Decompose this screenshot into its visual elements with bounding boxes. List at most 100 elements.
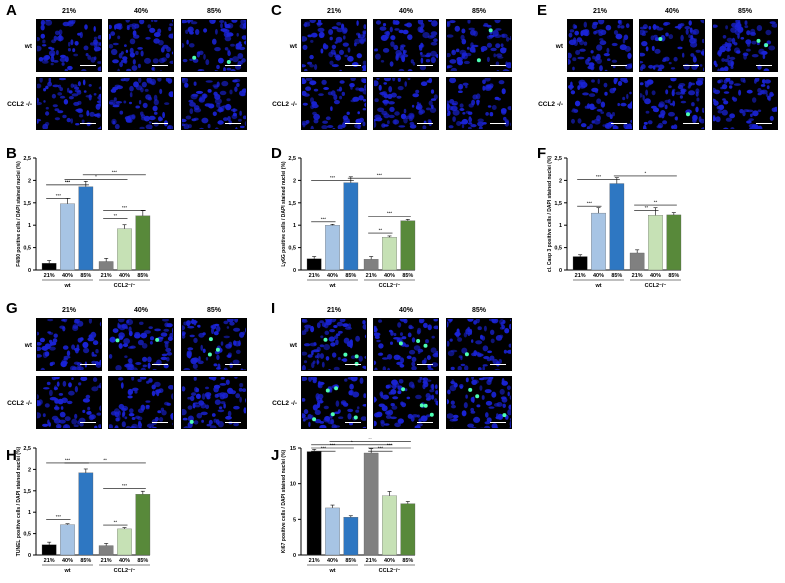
y-tick-label: 2 bbox=[28, 467, 31, 473]
y-tick-label: 10 bbox=[290, 482, 296, 488]
significance-label: *** bbox=[587, 201, 593, 206]
y-tick-label: 2,5 bbox=[23, 156, 31, 162]
micrograph-tile bbox=[567, 77, 633, 130]
y-axis-label: cl. Casp 3 positive cells / DAPI stained… bbox=[547, 156, 553, 272]
y-tick-label: 2 bbox=[28, 178, 31, 184]
bar-chart-f: 0 0,5 1 1,5 2 2,5cl. Casp 3 positive cells / … bbox=[547, 156, 682, 289]
bar bbox=[41, 263, 57, 271]
bar bbox=[117, 528, 132, 556]
x-tick-label: 21% bbox=[309, 558, 320, 564]
micrograph-row-label: wt bbox=[24, 342, 32, 349]
micrograph-column-label: 85% bbox=[737, 8, 752, 15]
x-tick-label: 40% bbox=[327, 273, 338, 279]
x-tick-label: 85% bbox=[345, 558, 356, 564]
scale-bar bbox=[756, 65, 772, 66]
bar bbox=[609, 183, 625, 271]
bar bbox=[78, 186, 94, 271]
micrograph-column-label: 85% bbox=[471, 307, 486, 314]
significance-label: ** bbox=[103, 457, 107, 462]
micrograph-tile bbox=[712, 19, 778, 72]
x-tick-label: 85% bbox=[402, 558, 413, 564]
scale-bar bbox=[225, 364, 241, 365]
bar bbox=[60, 203, 75, 271]
micrograph-column-label: 85% bbox=[206, 8, 221, 15]
significance-label: ** bbox=[654, 200, 658, 205]
scale-bar bbox=[152, 65, 168, 66]
significance-label: *** bbox=[65, 179, 71, 184]
micrograph-row-label: CCL2 -/- bbox=[272, 101, 297, 108]
micrograph-tile bbox=[446, 77, 512, 130]
micrograph-row-label: wt bbox=[555, 43, 563, 50]
micrograph-tile bbox=[639, 77, 705, 130]
bar bbox=[666, 214, 682, 271]
significance-label: *** bbox=[56, 193, 62, 198]
y-tick-label: 0 bbox=[293, 553, 296, 559]
x-tick-label: 21% bbox=[101, 273, 112, 279]
micrograph-tile bbox=[36, 19, 102, 72]
y-tick-label: 0,5 bbox=[23, 246, 31, 252]
significance-label: *** bbox=[387, 211, 393, 216]
scale-bar bbox=[345, 65, 361, 66]
y-tick-label: 15 bbox=[290, 446, 296, 452]
bar bbox=[363, 452, 379, 556]
y-tick-label: 0,5 bbox=[23, 532, 31, 538]
micrograph-tile bbox=[639, 19, 705, 72]
x-tick-label: 40% bbox=[593, 273, 604, 279]
micrograph-tile bbox=[446, 19, 512, 72]
scale-bar bbox=[152, 123, 168, 124]
x-tick-label: 21% bbox=[309, 273, 320, 279]
significance-label: * bbox=[644, 170, 646, 175]
scale-bar bbox=[225, 422, 241, 423]
micrograph-tile bbox=[36, 77, 102, 130]
x-tick-label: 40% bbox=[62, 558, 73, 564]
micrograph-column-label: 40% bbox=[133, 307, 148, 314]
x-tick-label: 40% bbox=[384, 273, 395, 279]
panel-letter-d: D bbox=[271, 145, 282, 162]
micrograph-tile bbox=[36, 318, 102, 371]
micrograph-row-label: CCL2 -/- bbox=[7, 400, 32, 407]
y-tick-label: 1 bbox=[28, 510, 31, 516]
x-tick-label: 85% bbox=[402, 273, 413, 279]
bar bbox=[629, 252, 645, 271]
scale-bar bbox=[417, 65, 433, 66]
significance-label: *** bbox=[122, 205, 128, 210]
bar bbox=[572, 256, 588, 271]
bar bbox=[648, 215, 663, 271]
scale-bar bbox=[80, 364, 96, 365]
y-axis-label: TUNEL positive cells / DAPI stained nucl… bbox=[16, 446, 22, 556]
y-tick-label: 5 bbox=[293, 517, 296, 523]
group-label: wt bbox=[328, 568, 335, 574]
y-tick-label: 2,5 bbox=[288, 156, 296, 162]
micrograph-column-label: 40% bbox=[398, 8, 413, 15]
micrograph-row-label: CCL2 -/- bbox=[272, 400, 297, 407]
micrograph-tile bbox=[373, 77, 439, 130]
bar bbox=[400, 503, 416, 556]
micrograph-tile bbox=[446, 318, 512, 371]
bar bbox=[60, 524, 75, 556]
scale-bar bbox=[611, 65, 627, 66]
y-tick-label: 1 bbox=[28, 223, 31, 229]
scale-bar bbox=[152, 364, 168, 365]
scale-bar bbox=[80, 422, 96, 423]
micrograph-tile bbox=[301, 77, 367, 130]
micrograph-row-label: wt bbox=[24, 43, 32, 50]
group-label: CCL2⁻/⁻ bbox=[379, 568, 401, 574]
micrograph-column-label: 85% bbox=[206, 307, 221, 314]
x-tick-label: 21% bbox=[44, 273, 55, 279]
x-tick-label: 85% bbox=[80, 273, 91, 279]
micrograph-tile bbox=[301, 19, 367, 72]
panel-letter-j: J bbox=[271, 447, 280, 464]
y-axis-label: F4/80 positive cells / DAPI stained nucl… bbox=[16, 161, 22, 267]
group-label: wt bbox=[63, 283, 70, 289]
x-tick-label: 85% bbox=[668, 273, 679, 279]
y-tick-label: 2 bbox=[293, 178, 296, 184]
significance-label: *** bbox=[65, 457, 71, 462]
x-tick-label: 21% bbox=[575, 273, 586, 279]
scale-bar bbox=[225, 65, 241, 66]
micrograph-column-label: 40% bbox=[664, 8, 679, 15]
scale-bar bbox=[756, 123, 772, 124]
significance-label: *** bbox=[377, 173, 383, 178]
bar bbox=[591, 212, 606, 271]
